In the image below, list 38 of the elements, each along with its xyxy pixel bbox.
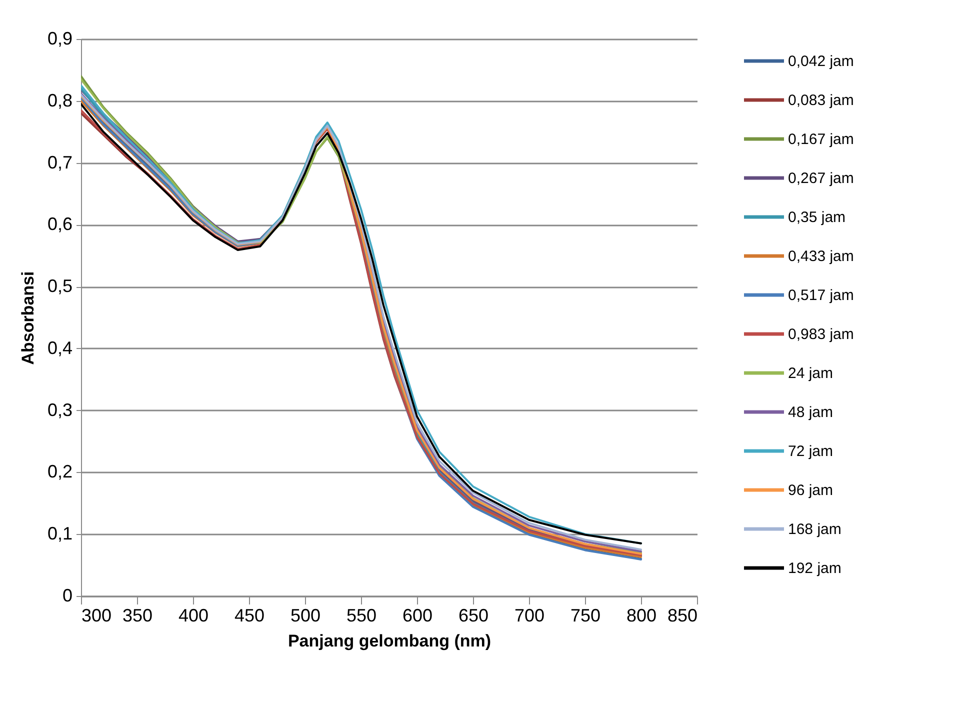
legend-label: 0,267 jam (788, 170, 854, 187)
legend-label: 0,083 jam (788, 92, 854, 109)
legend-label: 0,35 jam (788, 209, 846, 226)
x-tick-label: 450 (234, 606, 265, 626)
y-tick-label: 0,2 (47, 462, 72, 482)
legend-label: 168 jam (788, 521, 842, 538)
x-tick-label: 500 (290, 606, 321, 626)
x-tick-label: 650 (458, 606, 489, 626)
y-tick-label: 0,4 (47, 338, 72, 358)
legend-label: 0,517 jam (788, 287, 854, 304)
x-tick-label: 600 (402, 606, 433, 626)
y-axis-title: Absorbansi (18, 271, 38, 365)
legend-label: 24 jam (788, 365, 834, 382)
y-tick-label: 0,7 (47, 152, 72, 172)
y-tick-label: 0,3 (47, 400, 72, 420)
legend-label: 0,167 jam (788, 131, 854, 148)
y-tick-label: 0,1 (47, 524, 72, 544)
legend-label: 96 jam (788, 482, 834, 499)
legend-label: 0,983 jam (788, 326, 854, 343)
x-tick-label: 700 (514, 606, 545, 626)
y-tick-label: 0,8 (47, 90, 72, 110)
x-tick-label: 300 (82, 606, 112, 626)
x-tick-label: 850 (667, 606, 698, 626)
x-axis-title: Panjang gelombang (nm) (288, 632, 492, 650)
x-tick-label: 400 (178, 606, 209, 626)
legend-label: 0,433 jam (788, 248, 854, 265)
y-tick-label: 0,5 (47, 276, 72, 296)
legend-label: 72 jam (788, 443, 834, 460)
x-tick-label: 800 (626, 606, 657, 626)
y-tick-label: 0,6 (47, 214, 72, 234)
x-tick-label: 750 (570, 606, 601, 626)
legend-label: 192 jam (788, 560, 842, 577)
y-tick-label: 0 (62, 586, 72, 606)
x-tick-label: 350 (122, 606, 153, 626)
legend-label: 0,042 jam (788, 53, 854, 70)
y-tick-label: 0,9 (47, 28, 72, 48)
legend-label: 48 jam (788, 404, 834, 421)
x-tick-label: 550 (346, 606, 377, 626)
